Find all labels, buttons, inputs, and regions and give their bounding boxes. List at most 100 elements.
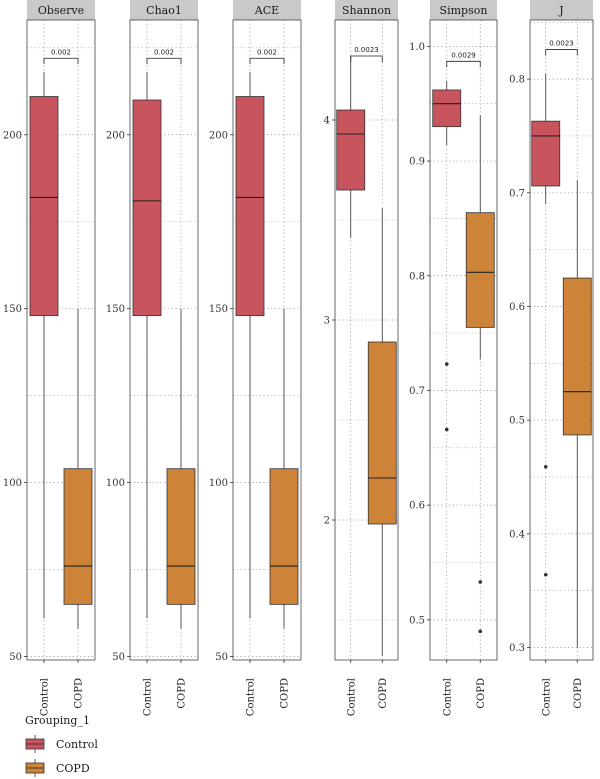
y-tick-label: 0.5: [509, 416, 525, 427]
outlier-point: [543, 572, 548, 577]
panel-0: Observe 0.002 50 100 150 200 Control COPD: [3, 0, 96, 716]
y-tick-label: 1.0: [409, 42, 425, 53]
y-tick-label: 0.7: [509, 188, 525, 199]
significance-bracket: [146, 57, 182, 65]
panel-border: [334, 19, 399, 661]
panel-2: ACE 0.002 50 100 150 200 Control COPD: [209, 0, 302, 716]
panel-border: [529, 19, 594, 661]
y-tick-label: 2: [324, 516, 330, 527]
panel-border: [129, 19, 199, 661]
y-tick-label: 50: [112, 652, 125, 663]
panel-title: Simpson: [440, 4, 488, 17]
x-category-label: COPD: [476, 678, 487, 709]
y-tick-label: 0.8: [409, 271, 425, 282]
outlier-point: [478, 580, 483, 584]
legend: Grouping_1 Control COPD: [25, 714, 98, 777]
legend-entry-control: Control: [25, 735, 98, 753]
box-control: [235, 96, 265, 317]
y-tick-label: 0.6: [409, 501, 425, 512]
panel-border: [429, 19, 498, 661]
x-category-label: Control: [246, 678, 257, 716]
panel-strip: [335, 0, 398, 20]
panel-5: J 0.0023 0.3 0.4 0.5 0.6 0.7 0.8 Control COPD: [509, 0, 594, 716]
panel-border: [26, 19, 96, 661]
x-category-label: Control: [541, 678, 552, 716]
y-tick-label: 100: [209, 478, 228, 489]
outlier-point: [444, 427, 449, 432]
significance-bracket: [446, 60, 481, 68]
y-tick-label: 0.9: [409, 157, 425, 168]
panel-title: ACE: [254, 4, 279, 17]
panel-4: Simpson 0.0029 0.5 0.6 0.7 0.8 0.9 1.0 Control CO…: [409, 0, 498, 716]
x-category-label: COPD: [177, 678, 188, 709]
y-tick-label: 100: [3, 478, 22, 489]
legend-title: Grouping_1: [25, 714, 90, 727]
y-tick-label: 100: [106, 478, 125, 489]
y-tick-label: 150: [209, 304, 228, 315]
significance-bracket: [43, 57, 79, 65]
y-tick-label: 50: [9, 652, 22, 663]
y-tick-label: 150: [106, 304, 125, 315]
box-control: [531, 120, 561, 187]
x-category-label: Control: [442, 678, 453, 716]
box-control: [29, 96, 59, 317]
y-tick-label: 0.7: [409, 386, 425, 397]
panel-border: [232, 19, 302, 661]
panel-title: Observe: [38, 4, 84, 17]
x-category-label: COPD: [280, 678, 291, 709]
box-copd: [63, 468, 93, 605]
panel-strip: [233, 0, 301, 20]
box-copd: [166, 468, 196, 605]
outlier-point: [444, 362, 449, 366]
p-value-label: 0.002: [154, 48, 174, 56]
panel-title: J: [558, 4, 563, 17]
panel-title: Chao1: [146, 4, 182, 17]
legend-label: Control: [56, 738, 98, 751]
x-category-label: COPD: [573, 678, 584, 709]
legend-label: COPD: [56, 762, 90, 775]
y-tick-label: 4: [324, 116, 330, 127]
y-tick-label: 0.5: [409, 615, 425, 626]
p-value-label: 0.002: [51, 48, 71, 56]
x-category-label: Control: [40, 678, 51, 716]
p-value-label: 0.002: [257, 48, 277, 56]
box-control: [132, 99, 162, 317]
panel-strip: [27, 0, 95, 20]
outlier-point: [543, 464, 548, 469]
box-control: [432, 89, 462, 128]
y-tick-label: 0.8: [509, 75, 525, 86]
box-copd: [562, 277, 592, 436]
y-tick-label: 200: [3, 130, 22, 141]
box-copd: [367, 341, 397, 525]
y-tick-label: 0.3: [509, 643, 525, 654]
box-copd: [269, 468, 299, 605]
x-category-label: Control: [143, 678, 154, 716]
y-tick-label: 3: [324, 316, 330, 327]
x-category-label: Control: [346, 678, 357, 716]
y-tick-label: 200: [209, 130, 228, 141]
significance-bracket: [350, 55, 383, 62]
p-value-label: 0.0029: [451, 51, 476, 59]
x-category-label: COPD: [74, 678, 85, 709]
y-tick-label: 0.6: [509, 302, 525, 313]
y-tick-label: 200: [106, 130, 125, 141]
box-copd: [465, 212, 495, 328]
panel-1: Chao1 0.002 50 100 150 200 Control COPD: [106, 0, 199, 716]
y-tick-label: 0.4: [509, 529, 525, 540]
panel-strip: [130, 0, 198, 20]
legend-entry-copd: COPD: [25, 759, 90, 777]
panel-title: Shannon: [342, 4, 391, 17]
outlier-point: [478, 629, 483, 634]
y-tick-label: 50: [215, 652, 228, 663]
box-control: [336, 109, 366, 191]
significance-bracket: [249, 57, 285, 65]
y-tick-label: 150: [3, 304, 22, 315]
p-value-label: 0.0023: [354, 46, 379, 54]
panel-strip: [430, 0, 497, 20]
panel-3: Shannon 0.0023 2 3 4 Control COPD: [324, 0, 399, 716]
p-value-label: 0.0023: [549, 40, 574, 48]
x-category-label: COPD: [378, 678, 389, 709]
panel-strip: [530, 0, 593, 20]
significance-bracket: [545, 49, 578, 56]
